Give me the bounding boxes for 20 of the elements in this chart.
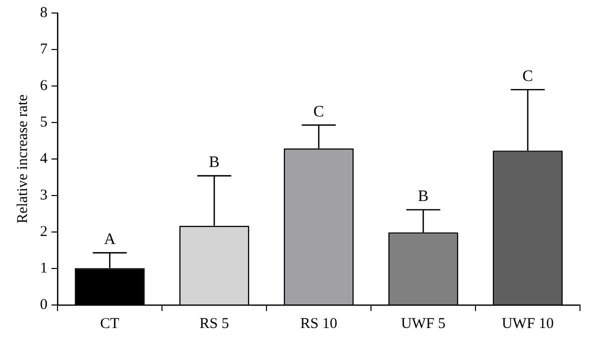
y-tick-label: 8 [40,4,48,21]
annotation: B [208,154,220,171]
annotation: A [104,231,116,248]
annotation: B [418,188,429,205]
annotation: C [522,68,534,85]
y-tick-label: 0 [40,296,48,313]
y-tick-label: 2 [40,224,48,240]
y-axis-title: Relative increase rate [14,94,31,224]
y-tick-label: 1 [40,260,48,276]
y-tick-label: 7 [40,41,48,58]
x-tick-label: UWF 10 [502,316,554,332]
x-tick-label: CT [100,316,120,332]
annotation: C [313,103,324,120]
y-tick-label: 4 [40,150,48,167]
x-tick-label: RS 5 [199,316,230,332]
x-tick-label: UWF 5 [400,316,446,332]
y-tick-label: 5 [40,114,48,130]
y-tick-label: 6 [40,78,48,94]
x-tick-label: RS 10 [300,316,338,332]
y-tick-label: 3 [40,187,48,204]
